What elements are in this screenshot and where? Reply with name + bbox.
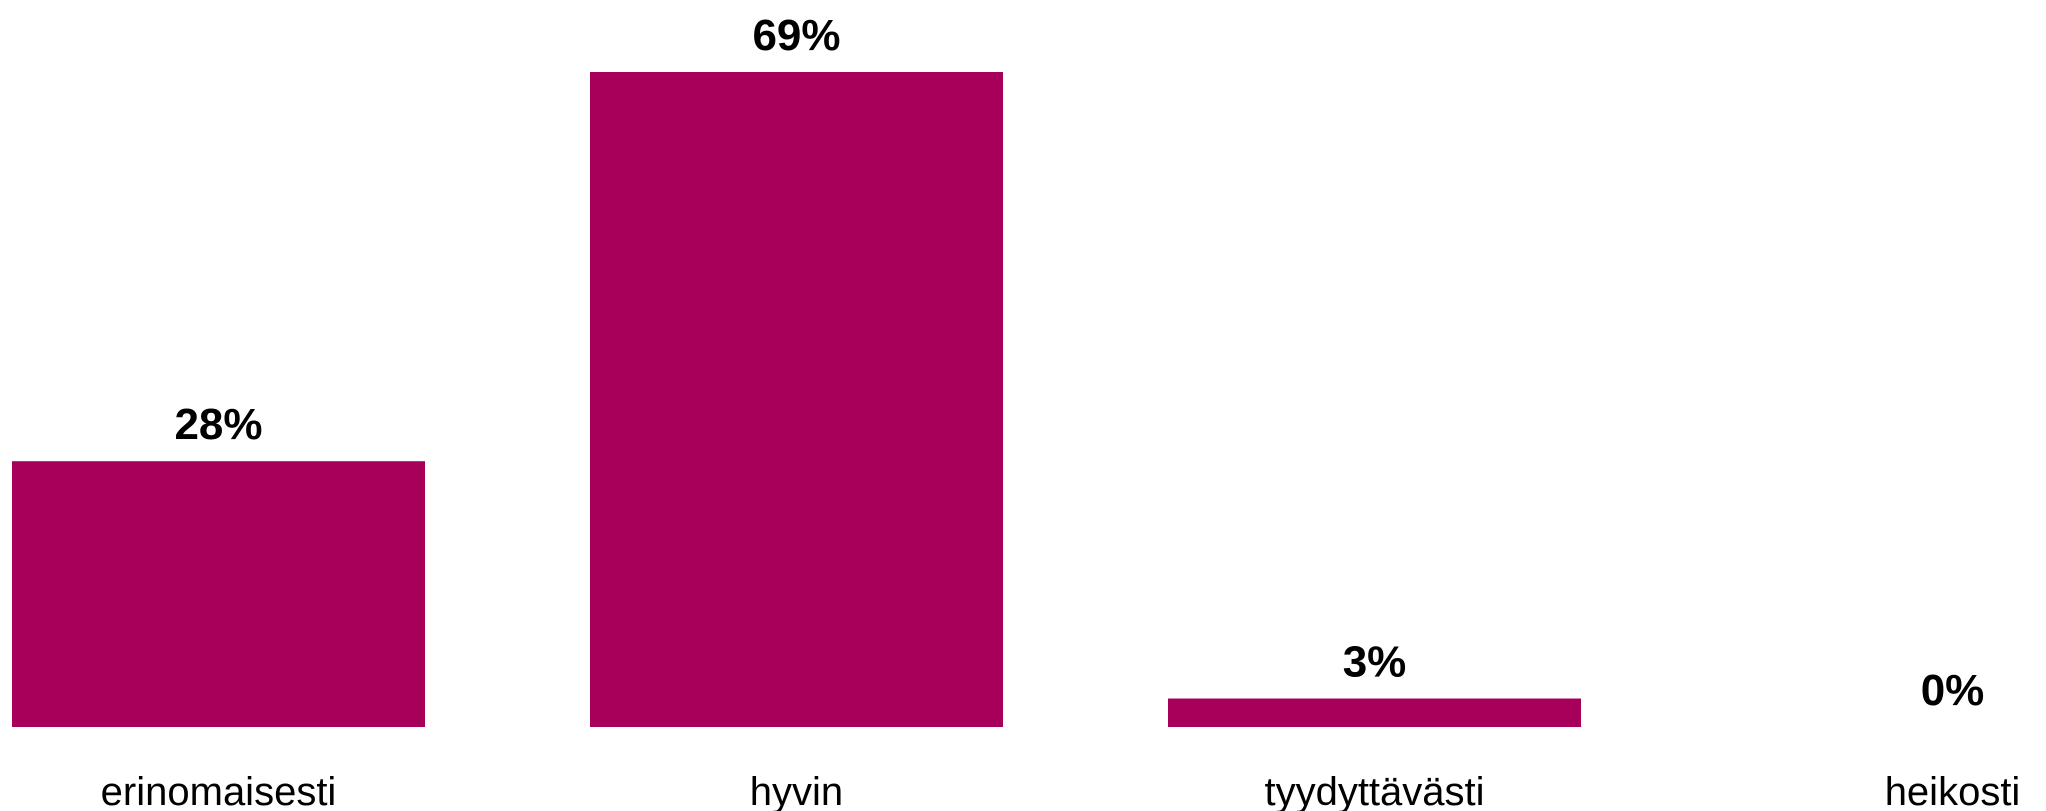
bar-erinomaisesti bbox=[12, 461, 425, 727]
category-label: heikosti bbox=[1885, 770, 2021, 811]
value-label: 0% bbox=[1921, 666, 1985, 715]
value-label: 28% bbox=[174, 400, 262, 449]
category-label: hyvin bbox=[750, 770, 843, 811]
category-label: tyydyttävästi bbox=[1264, 770, 1484, 811]
category-labels-group: erinomaisesti hyvin tyydyttävästi heikosti bbox=[101, 770, 2021, 811]
category-label: erinomaisesti bbox=[101, 770, 337, 811]
value-label: 69% bbox=[752, 11, 840, 60]
value-labels-group: 28% 69% 3% 0% bbox=[174, 11, 1984, 715]
bar-hyvin bbox=[590, 72, 1003, 727]
value-label: 3% bbox=[1343, 638, 1407, 687]
bar-tyydyttävästi bbox=[1168, 699, 1581, 727]
